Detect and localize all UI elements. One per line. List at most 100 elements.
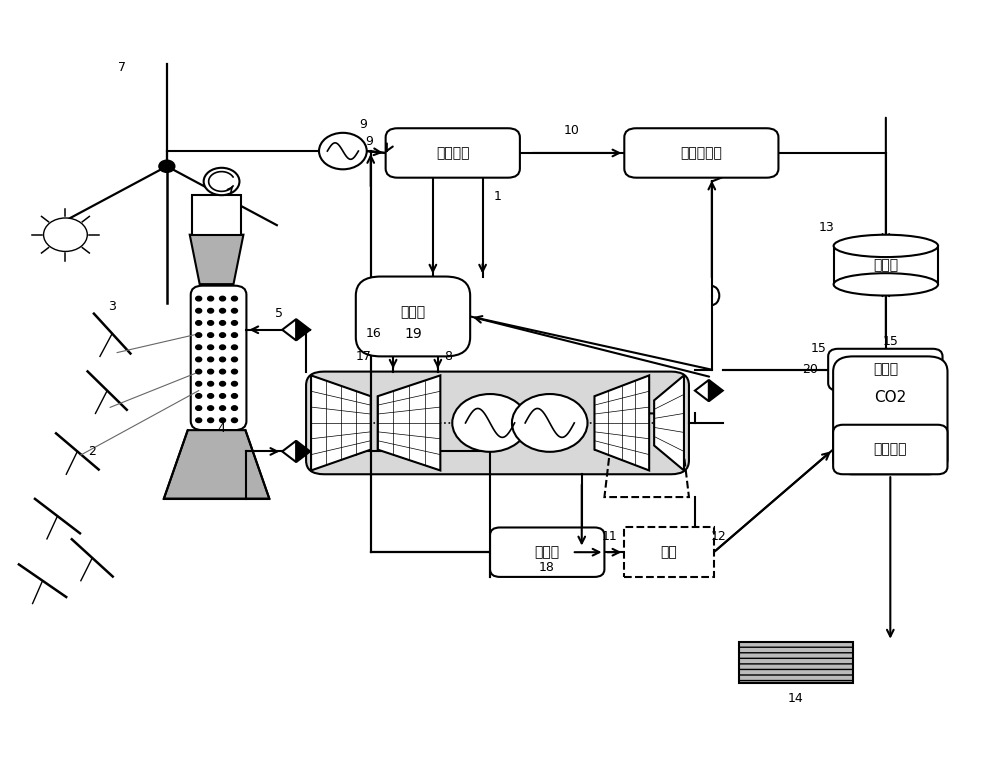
Text: 8: 8 [444, 350, 452, 363]
Text: 7: 7 [118, 61, 126, 74]
Text: 13: 13 [818, 221, 834, 234]
Text: 17: 17 [355, 350, 371, 363]
Circle shape [232, 309, 237, 313]
Text: 12: 12 [711, 531, 727, 544]
Circle shape [208, 369, 214, 374]
Polygon shape [296, 319, 310, 340]
Circle shape [159, 160, 175, 172]
Polygon shape [378, 375, 440, 470]
Ellipse shape [834, 273, 938, 296]
Circle shape [44, 218, 87, 251]
Circle shape [220, 381, 226, 386]
FancyBboxPatch shape [828, 349, 943, 391]
Circle shape [208, 321, 214, 326]
Text: 14: 14 [788, 692, 804, 705]
Circle shape [208, 332, 214, 337]
Circle shape [232, 381, 237, 386]
Circle shape [232, 394, 237, 398]
Text: 15: 15 [882, 335, 898, 348]
Text: 9: 9 [359, 118, 367, 131]
Circle shape [196, 406, 202, 411]
Polygon shape [282, 319, 296, 340]
Circle shape [208, 406, 214, 411]
Text: 回热器: 回热器 [535, 545, 560, 559]
Polygon shape [190, 234, 243, 284]
Circle shape [208, 296, 214, 301]
FancyBboxPatch shape [490, 528, 604, 577]
Text: 19: 19 [404, 327, 422, 341]
Circle shape [196, 321, 202, 326]
Polygon shape [695, 380, 709, 401]
Circle shape [220, 345, 226, 349]
Text: 电解制氢: 电解制氢 [436, 146, 470, 160]
Circle shape [232, 418, 237, 423]
Circle shape [220, 406, 226, 411]
Circle shape [220, 309, 226, 313]
Bar [624, 528, 714, 577]
Circle shape [196, 369, 202, 374]
Ellipse shape [834, 234, 938, 257]
Circle shape [232, 296, 237, 301]
Polygon shape [654, 375, 684, 470]
Circle shape [220, 418, 226, 423]
Polygon shape [164, 430, 269, 499]
Circle shape [204, 168, 239, 195]
Text: 2: 2 [88, 445, 96, 458]
Circle shape [319, 133, 367, 169]
Polygon shape [296, 440, 310, 462]
Text: 合成气制备: 合成气制备 [680, 146, 722, 160]
Circle shape [232, 332, 237, 337]
Polygon shape [594, 375, 649, 470]
Polygon shape [709, 380, 723, 401]
Bar [739, 642, 853, 683]
Circle shape [208, 357, 214, 362]
Polygon shape [311, 375, 371, 470]
Text: 20: 20 [802, 363, 818, 376]
Circle shape [220, 394, 226, 398]
Bar [834, 246, 938, 284]
Circle shape [220, 321, 226, 326]
Circle shape [208, 309, 214, 313]
Circle shape [220, 357, 226, 362]
Text: 3: 3 [108, 300, 116, 313]
Circle shape [232, 369, 237, 374]
Circle shape [196, 394, 202, 398]
Text: 1: 1 [494, 190, 501, 203]
Circle shape [220, 296, 226, 301]
Circle shape [232, 357, 237, 362]
Circle shape [208, 418, 214, 423]
FancyBboxPatch shape [191, 286, 246, 430]
Text: 储气柜: 储气柜 [873, 258, 898, 272]
Circle shape [196, 381, 202, 386]
Text: 16: 16 [365, 327, 381, 340]
Text: 18: 18 [539, 561, 555, 574]
Text: 10: 10 [564, 123, 580, 136]
FancyBboxPatch shape [306, 372, 689, 474]
Polygon shape [282, 440, 296, 462]
Text: 4: 4 [218, 422, 225, 435]
Circle shape [232, 321, 237, 326]
FancyBboxPatch shape [356, 277, 470, 356]
Circle shape [220, 369, 226, 374]
Text: 15: 15 [810, 342, 826, 355]
Bar [192, 195, 241, 234]
Text: 11: 11 [602, 531, 617, 544]
FancyBboxPatch shape [624, 128, 778, 178]
Circle shape [232, 406, 237, 411]
Text: 5: 5 [275, 306, 283, 319]
FancyBboxPatch shape [833, 425, 948, 474]
Circle shape [196, 357, 202, 362]
Text: 汽水分离: 汽水分离 [874, 443, 907, 457]
Circle shape [208, 381, 214, 386]
Circle shape [452, 394, 528, 452]
Text: 燃烧室: 燃烧室 [400, 306, 426, 319]
Text: CO2: CO2 [874, 390, 906, 405]
Circle shape [512, 394, 588, 452]
Circle shape [196, 296, 202, 301]
Text: 冷凝: 冷凝 [661, 545, 677, 559]
Circle shape [208, 345, 214, 349]
Circle shape [220, 332, 226, 337]
Text: 天然气: 天然气 [873, 362, 898, 377]
Circle shape [196, 309, 202, 313]
Circle shape [196, 332, 202, 337]
